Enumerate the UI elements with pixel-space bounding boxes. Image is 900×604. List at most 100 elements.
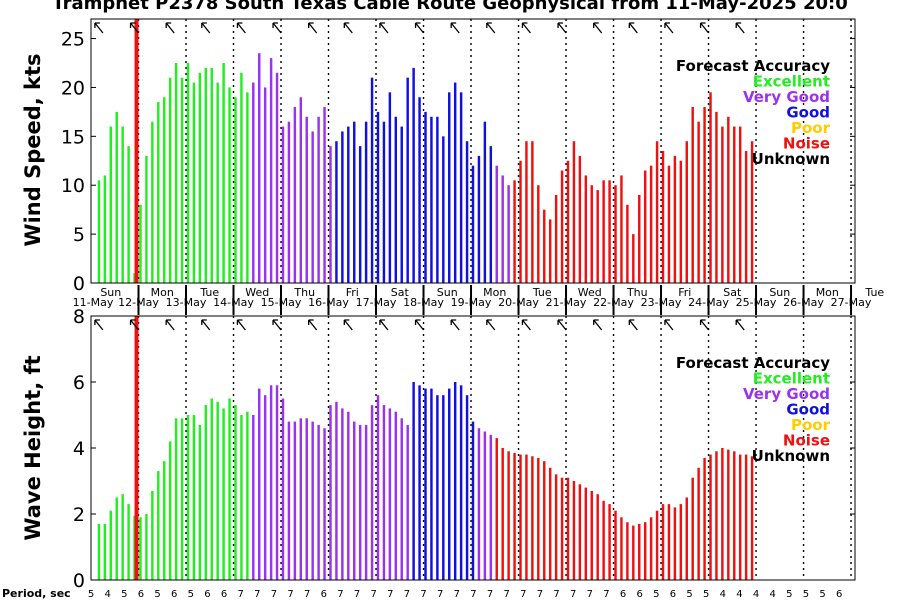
wave-bar (335, 401, 338, 580)
wind-bar (501, 175, 504, 283)
y-tick-label: 2 (73, 504, 85, 526)
wave-bar (626, 522, 629, 580)
wind-bar (566, 160, 570, 283)
wave-bar (673, 507, 677, 580)
wave-bar (186, 415, 190, 580)
period-value: 6 (321, 589, 327, 600)
wind-bar (643, 170, 647, 283)
direction-arrow-icon (486, 319, 496, 331)
y-tick-label: 10 (61, 175, 85, 197)
wind-bar (192, 82, 196, 283)
wave-bar (709, 454, 712, 580)
wave-bar (192, 415, 196, 580)
period-value: 6 (204, 589, 210, 600)
wave-bar (608, 504, 611, 580)
wind-bar (703, 107, 706, 283)
wind-bar (269, 58, 273, 283)
direction-arrow-icon (272, 319, 282, 331)
wind-bar (210, 67, 213, 283)
wave-bar (572, 481, 576, 580)
wave-bar (525, 454, 528, 580)
wave-bar (697, 467, 700, 580)
wave-bar (115, 497, 118, 580)
wind-bar (519, 160, 522, 283)
wave-bar (519, 454, 522, 580)
period-label: Period, sec (2, 587, 71, 600)
wave-bar (269, 385, 273, 580)
wind-bar (97, 180, 101, 283)
direction-arrow-icon (699, 319, 710, 331)
day-name-label: Mon (816, 286, 839, 299)
period-value: 7 (354, 589, 360, 600)
direction-arrow-icon (414, 22, 425, 34)
direction-arrow-icon (628, 22, 638, 34)
wave-bar (679, 504, 683, 580)
wave-bar (198, 424, 202, 580)
wind-bar (299, 97, 303, 283)
period-value: 6 (171, 589, 177, 600)
day-name-label: Wed (245, 286, 269, 299)
wind-bar (424, 111, 427, 283)
legend-item: Very Good (743, 88, 830, 106)
period-value: 5 (703, 589, 709, 600)
wave-bar (643, 522, 647, 580)
wave-bar (537, 457, 540, 580)
wind-bar (341, 131, 344, 283)
wind-bar (471, 165, 475, 283)
legend-item: Excellent (753, 73, 830, 91)
wave-bar (430, 388, 433, 580)
wind-bar (554, 195, 558, 283)
wave-bar (139, 517, 142, 580)
wave-bar (394, 411, 398, 580)
wind-bar (513, 180, 516, 283)
wave-bar (370, 405, 374, 580)
direction-arrow-icon (343, 22, 353, 34)
wave-bar (299, 418, 303, 580)
period-value: 7 (553, 589, 559, 600)
day-name-label: Tue (864, 286, 884, 299)
direction-arrow-icon (129, 22, 140, 34)
wind-bar (258, 53, 261, 283)
period-value: 7 (404, 589, 410, 600)
direction-arrow-icon (343, 319, 353, 331)
legend-item: Noise (783, 432, 830, 450)
wave-bar (388, 408, 392, 580)
wind-bar (121, 126, 124, 283)
period-value: 7 (487, 589, 493, 600)
wind-bar (370, 77, 374, 283)
direction-arrow-icon (735, 319, 745, 331)
wave-bar (614, 510, 617, 580)
period-value: 7 (603, 589, 609, 600)
wind-bar (347, 126, 350, 283)
wave-bar (667, 504, 671, 580)
wind-bar (572, 141, 576, 283)
period-value: 7 (287, 589, 293, 600)
wind-bar (649, 165, 653, 283)
wind-bar (543, 209, 546, 283)
wave-height-panel: 0 2 4 6 8 Wave Height, ft Forecast AccuracyExc… (21, 306, 856, 592)
plot-frame (90, 18, 856, 284)
wave-bar (222, 408, 225, 580)
wind-bar (436, 116, 439, 283)
y-tick-label: 8 (73, 306, 85, 328)
period-value: 7 (437, 589, 443, 600)
wave-bar (252, 415, 255, 580)
wind-bar (661, 151, 665, 283)
wave-y-axis-label: Wave Height, ft (21, 355, 45, 540)
wave-bar (632, 525, 635, 580)
wave-bar (157, 471, 160, 580)
wind-bar (109, 126, 113, 283)
wave-bar (471, 421, 475, 580)
wind-bar (204, 67, 208, 283)
direction-arrow-icon (557, 22, 567, 34)
wind-bar (608, 180, 611, 283)
wave-bar (638, 523, 641, 580)
wave-bar (234, 405, 237, 580)
wave-bar (560, 477, 564, 580)
wind-bar (638, 195, 641, 283)
wave-bar (590, 490, 593, 580)
wave-bar (216, 401, 219, 580)
period-value: 7 (470, 589, 476, 600)
period-value: 6 (670, 589, 676, 600)
